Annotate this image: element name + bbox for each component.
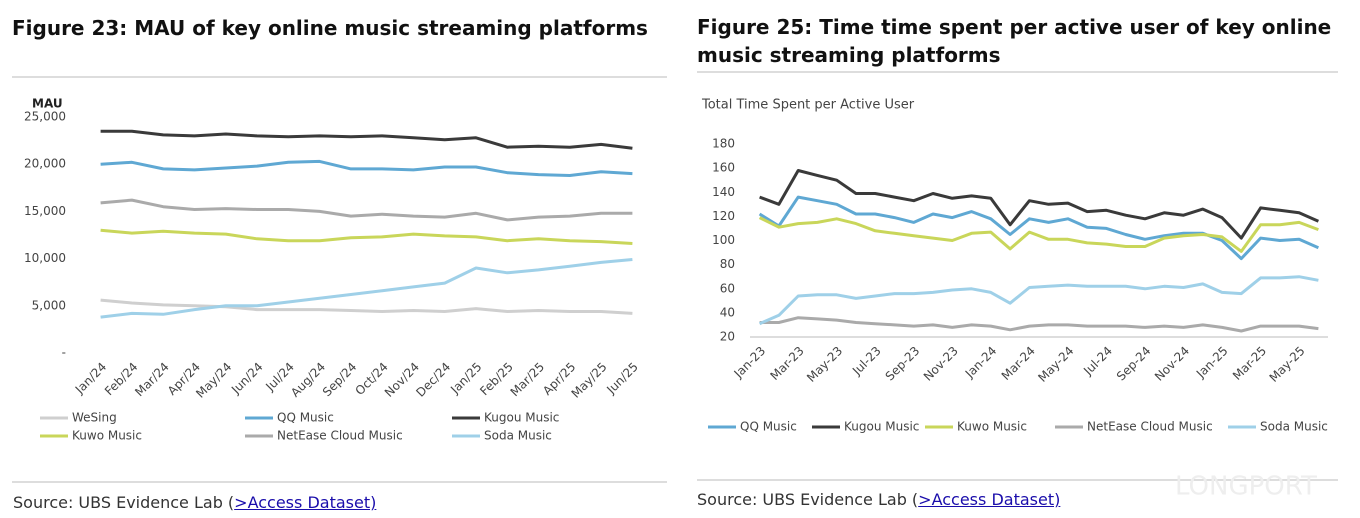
series-line (759, 316, 1319, 333)
y-tick-label: 120 (712, 209, 735, 223)
legend-label: Soda Music (484, 429, 552, 443)
watermark: LONGPORT (1175, 472, 1317, 502)
legend-label: Kuwo Music (72, 429, 142, 443)
y-tick-label: 40 (720, 305, 735, 319)
x-tick-label: May-23 (804, 344, 845, 385)
y-tick-label: 160 (712, 161, 735, 175)
y-tick-label: 100 (712, 233, 735, 247)
x-tick-label: Dec/24 (413, 360, 453, 400)
legend-label: NetEase Cloud Music (1087, 420, 1213, 434)
x-tick-label: Jun/25 (603, 360, 641, 398)
y-tick-label: 20,000 (24, 157, 66, 171)
dataset-link[interactable]: >Access Dataset) (234, 493, 377, 512)
x-tick-label: Jan-24 (962, 344, 1000, 382)
x-tick-label: Nov-24 (1152, 344, 1192, 384)
x-tick-label: Sep-23 (883, 344, 923, 384)
series-line (100, 298, 633, 315)
x-tick-label: May-24 (1035, 344, 1076, 385)
y-axis-label: Total Time Spent per Active User (701, 98, 915, 113)
y-tick-label: 25,000 (24, 110, 66, 124)
x-tick-label: Jan-23 (731, 344, 769, 382)
x-tick-label: Jan-25 (1193, 344, 1231, 382)
source-text: Source: UBS Evidence Lab ( (13, 493, 235, 512)
x-tick-label: May-25 (1267, 344, 1308, 385)
source: Source: UBS Evidence Lab (>Access Datase… (13, 493, 376, 512)
x-tick-label: Mar/24 (132, 360, 172, 400)
legend-label: QQ Music (277, 411, 334, 425)
x-tick-label: Jul-23 (849, 344, 884, 379)
x-tick-label: May/24 (193, 360, 234, 401)
series-line (759, 169, 1319, 240)
x-tick-label: Aug/24 (288, 360, 328, 400)
y-tick-label: 15,000 (24, 204, 66, 218)
y-tick-label: 20 (720, 330, 735, 344)
x-tick-label: Mar/25 (508, 360, 548, 400)
source: Source: UBS Evidence Lab (>Access Datase… (697, 490, 1060, 509)
y-tick-label: 60 (720, 281, 735, 295)
legend-label: WeSing (72, 411, 117, 425)
x-tick-label: Sep/24 (320, 360, 360, 400)
dataset-link[interactable]: >Access Dataset) (918, 490, 1061, 509)
legend-label: NetEase Cloud Music (277, 429, 403, 443)
series-line (100, 129, 633, 150)
y-tick-label: 5,000 (32, 298, 66, 312)
series-line (100, 198, 633, 222)
legend-label: Kugou Music (484, 411, 559, 425)
x-tick-label: Mar-23 (768, 344, 807, 383)
x-tick-label: Jul-24 (1080, 344, 1115, 379)
legend-label: QQ Music (740, 420, 797, 434)
series-line (759, 275, 1319, 326)
y-tick-label: 10,000 (24, 251, 66, 265)
series-line (758, 216, 1319, 253)
x-tick-label: Sep-24 (1114, 344, 1154, 384)
legend-label: Soda Music (1260, 420, 1328, 434)
y-tick-label: 80 (720, 257, 735, 271)
x-tick-label: Nov-23 (921, 344, 961, 384)
legend-label: Kuwo Music (957, 420, 1027, 434)
source-text: Source: UBS Evidence Lab ( (697, 490, 919, 509)
y-tick-label: - (62, 346, 66, 360)
series-line (100, 258, 633, 319)
legend-label: Kugou Music (844, 420, 919, 434)
x-tick-label: Jun/24 (228, 360, 266, 398)
y-tick-label: 180 (712, 137, 735, 151)
y-tick-label: 140 (712, 185, 735, 199)
x-tick-label: May/25 (569, 360, 610, 401)
chart-title: Figure 23: MAU of key online music strea… (12, 16, 648, 40)
series-line (100, 159, 633, 177)
series-line (100, 228, 633, 245)
y-axis-label: MAU (32, 97, 63, 111)
series-line (758, 195, 1319, 261)
x-tick-label: Mar-24 (999, 344, 1038, 383)
chart-title: Figure 25: Time time spent per active us… (697, 15, 1332, 67)
x-tick-label: Mar-25 (1230, 344, 1269, 383)
